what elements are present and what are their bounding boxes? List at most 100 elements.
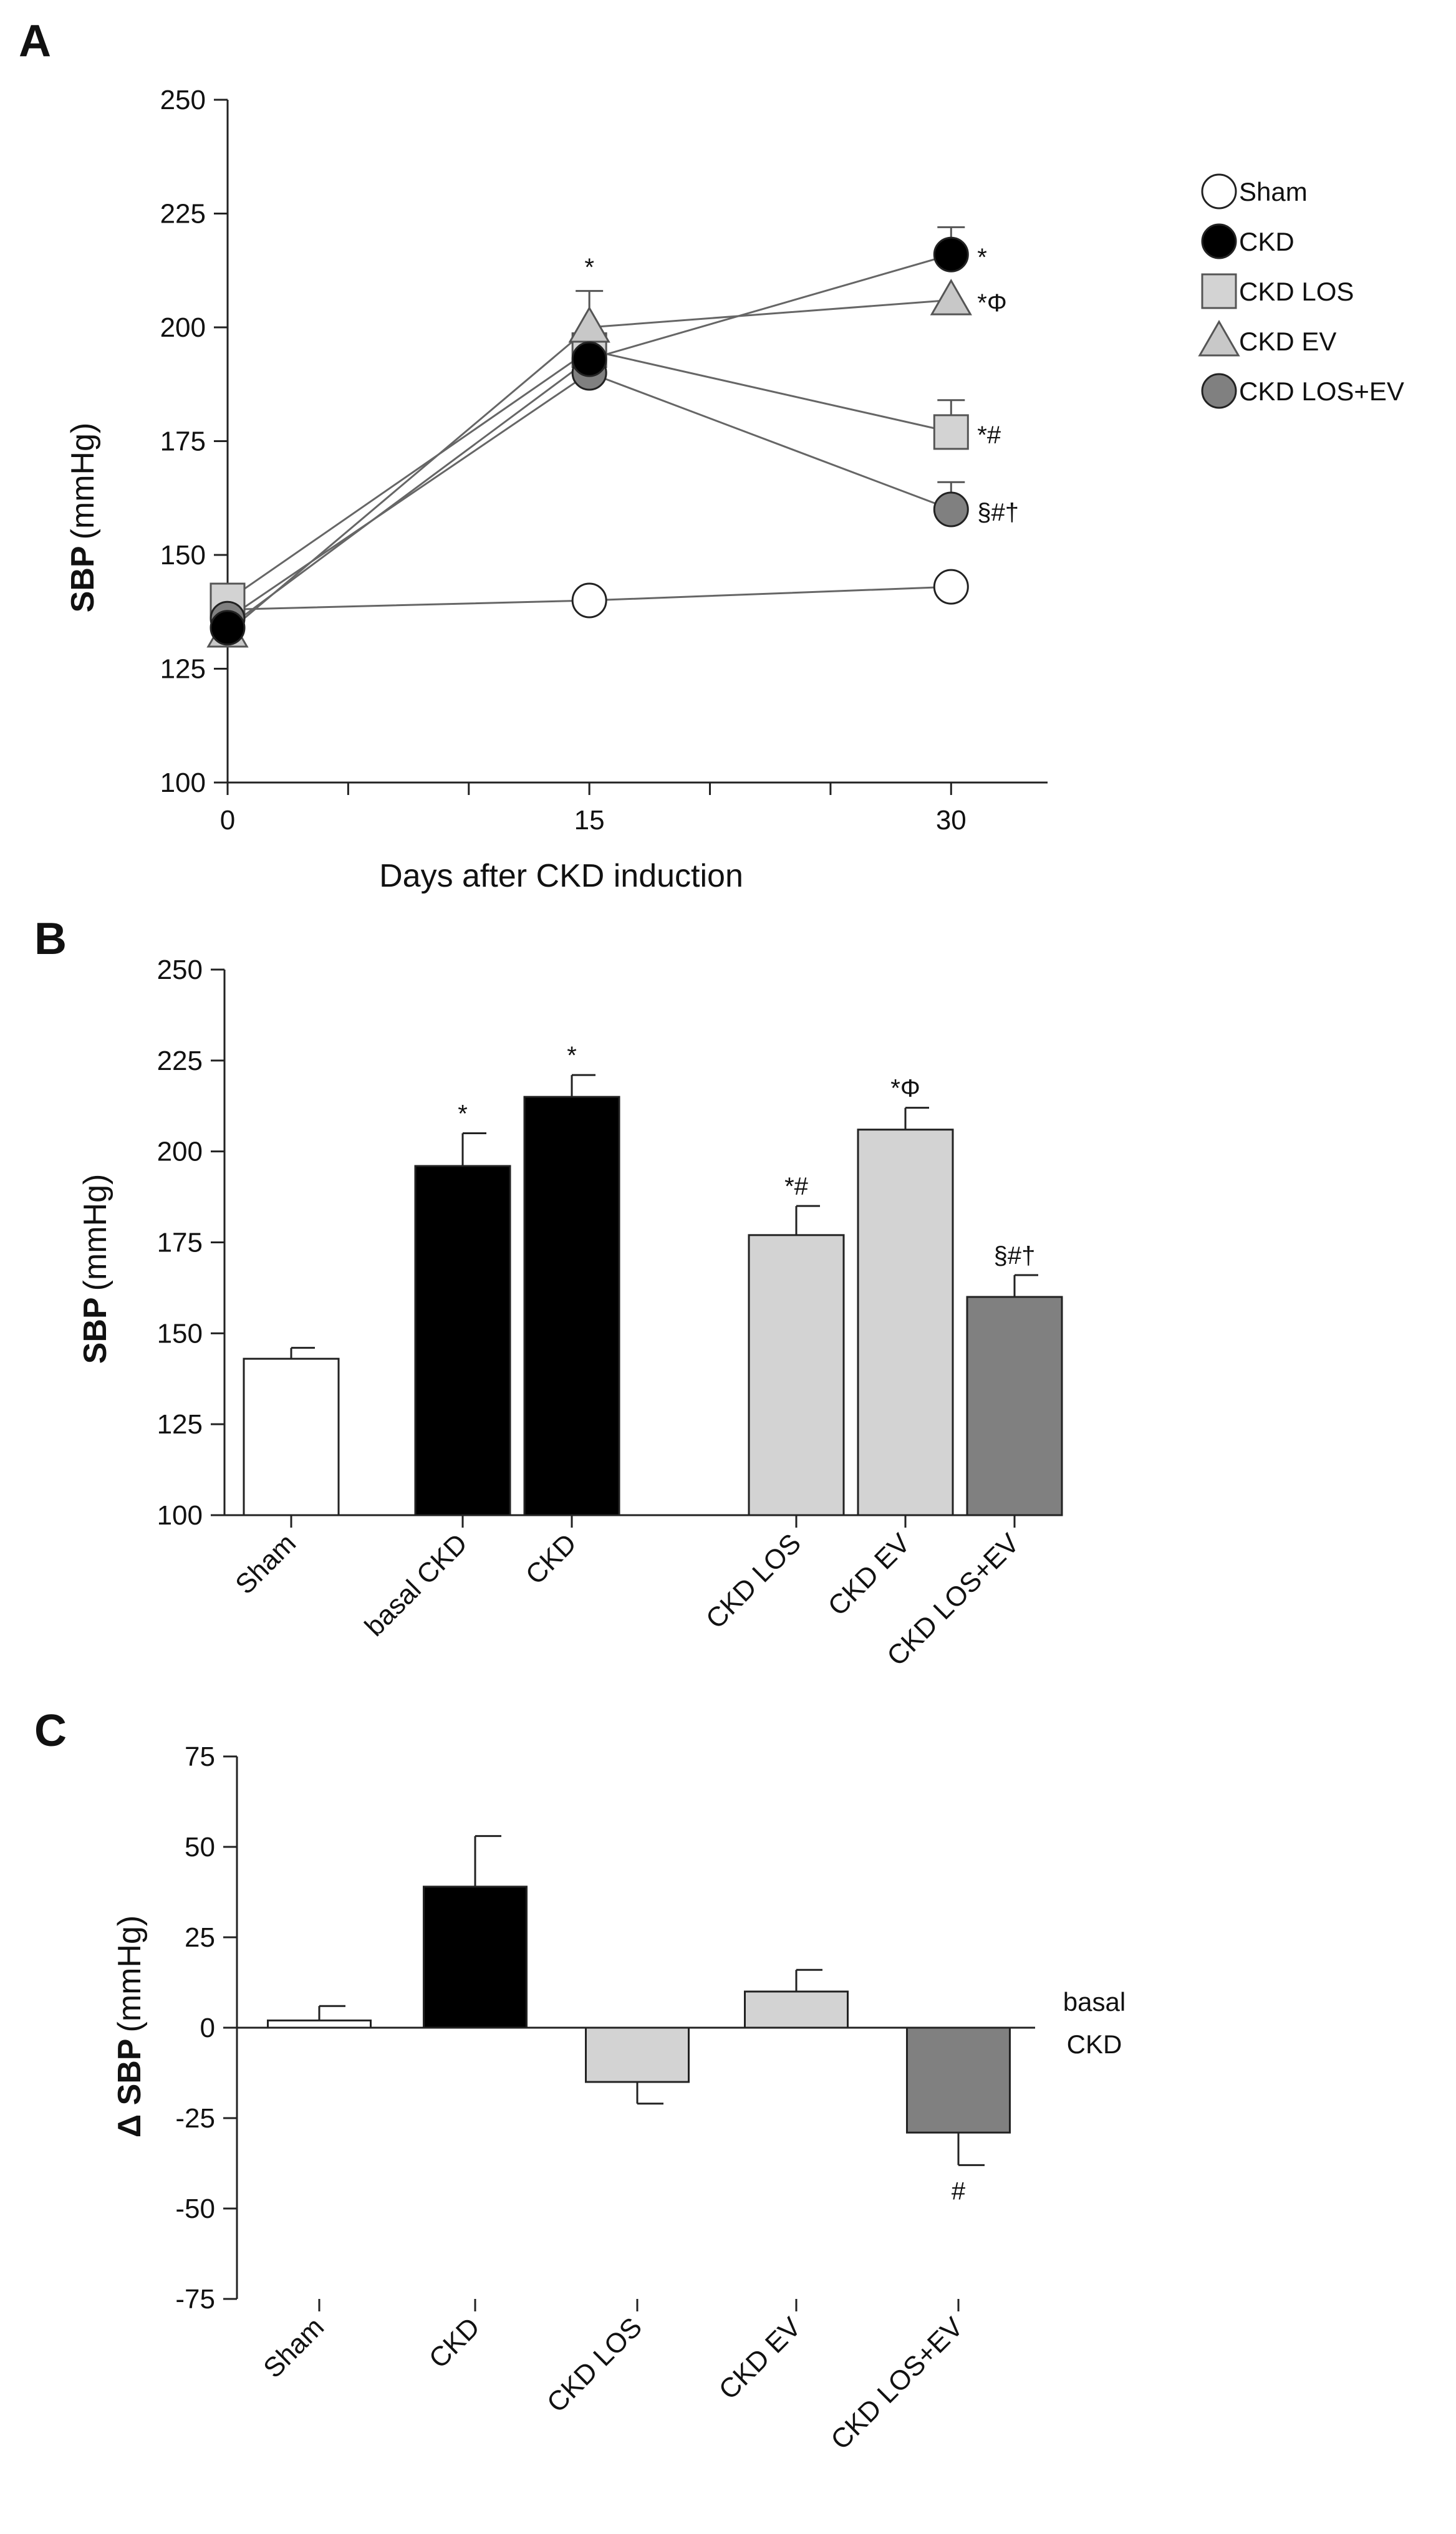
category-label-basal-ckd: basal CKD [359, 1528, 473, 1642]
panel-c-y-tick-label: -50 [175, 2194, 215, 2224]
panel-b-letter: B [34, 914, 67, 964]
panel-b-y-tick-label: 150 [157, 1318, 203, 1349]
panel-a-y-tick-label: 175 [160, 426, 206, 457]
panel-a-x-axis-title: Days after CKD induction [379, 858, 743, 894]
significance-label-ckd-los-ev: §#† [994, 1242, 1036, 1269]
end-label-ckd-los-ev: §#† [977, 499, 1019, 526]
marker-ckd [933, 236, 969, 272]
panel-a: A 100 125 150 175 200 225 250 0 15 30 *# *Φ §#† * * D… [19, 16, 1404, 894]
legend-label-ckd-ev: CKD EV [1239, 327, 1336, 356]
panel-a-y-tick-label: 150 [160, 540, 206, 571]
category-label-ckd-los-ev: CKD LOS+EV [825, 2311, 969, 2455]
legend-label-sham: Sham [1239, 177, 1308, 206]
category-label-ckd: CKD [423, 2311, 486, 2374]
legend-marker-ckd-los [1201, 273, 1237, 309]
legend-label-ckd-los: CKD LOS [1239, 277, 1354, 306]
panel-a-legend: Sham CKD CKD LOS CKD EV CKD LOS+EV [1198, 173, 1404, 409]
legend-marker-ckd-los-ev [1201, 373, 1237, 409]
bar-ckd-los-ev [966, 1296, 1063, 1516]
panel-b: B 100 125 150 175 200 225 250 Sham basal CKD CKD C… [34, 914, 1063, 1672]
panel-a-y-axis-title: SBP (mmHg) [65, 423, 101, 613]
panel-b-y-tick-label: 175 [157, 1228, 203, 1258]
panel-c-y-tick-label: 0 [200, 2013, 215, 2043]
marker-ckd-ev [568, 306, 610, 343]
category-label-ckd-ev: CKD EV [713, 2311, 808, 2406]
bar-sham [267, 2019, 372, 2029]
annotation-asterisk: * [584, 254, 594, 281]
panel-b-y-tick-label: 100 [157, 1500, 203, 1531]
panel-a-y-axis-title-bold: SBP [65, 546, 101, 612]
panel-a-y-tick-label: 125 [160, 654, 206, 685]
panel-c-reference-label: basal CKD [1063, 1987, 1126, 2059]
marker-ckd [210, 610, 246, 646]
panel-b-y-axis-title-unit: (mmHg) [77, 1174, 113, 1291]
category-label-ckd-ev: CKD EV [822, 1528, 917, 1622]
bar-ckd-los [585, 2026, 690, 2083]
panel-a-axes: 100 125 150 175 200 225 250 0 15 30 [160, 85, 1048, 836]
legend-marker-ckd-ev [1198, 319, 1240, 357]
panel-a-x-tick-label: 15 [574, 805, 605, 836]
marker-ckd-los [933, 414, 969, 450]
bar-basal-ckd [414, 1165, 511, 1516]
panel-c-y-tick-label: -75 [175, 2284, 215, 2315]
significance-label-ckd: * [567, 1042, 577, 1069]
end-label-ckd: * [977, 244, 987, 271]
panel-a-y-axis-title-unit: (mmHg) [65, 423, 101, 540]
panel-a-y-tick-label: 100 [160, 768, 206, 798]
panel-a-y-tick-label: 225 [160, 199, 206, 229]
bar-ckd [423, 1886, 528, 2029]
panel-b-y-tick-label: 200 [157, 1137, 203, 1167]
category-label-ckd-los: CKD LOS [541, 2311, 648, 2418]
panel-a-y-tick-label: 200 [160, 312, 206, 343]
marker-ckd-los-ev [933, 491, 969, 528]
panel-b-bars: * * *# *Φ §#† [243, 1042, 1063, 1516]
category-label-ckd-los: CKD LOS [700, 1528, 807, 1634]
marker-ckd-ev [930, 279, 972, 316]
bar-ckd [523, 1096, 620, 1516]
panel-c-y-tick-label: 50 [185, 1832, 215, 1862]
marker-sham [933, 569, 969, 605]
category-label-ckd: CKD [520, 1528, 582, 1590]
panel-c-reference-label-line2: CKD [1067, 2030, 1122, 2059]
panel-c-y-tick-label: 25 [185, 1922, 215, 1953]
bar-ckd-los [748, 1234, 845, 1516]
legend-label-ckd: CKD [1239, 227, 1294, 256]
bar-sham [243, 1357, 340, 1516]
marker-sham [571, 582, 607, 619]
legend-marker-sham [1201, 173, 1237, 210]
panel-a-x-tick-label: 30 [936, 805, 967, 836]
bar-ckd-los-ev [906, 2026, 1011, 2134]
bar-ckd-ev [857, 1129, 954, 1516]
panel-a-x-tick-label: 0 [220, 805, 235, 836]
panel-c-y-axis-title-bold: Δ SBP [112, 2039, 148, 2138]
panel-b-y-axis-title-bold: SBP [77, 1297, 113, 1364]
panel-a-labels: *# *Φ §#† * * [584, 244, 1019, 526]
significance-label-ckd-los-ev: # [952, 2177, 966, 2205]
legend-marker-ckd [1201, 223, 1237, 259]
panel-a-y-tick-label: 250 [160, 85, 206, 115]
panel-c-reference-label-line1: basal [1063, 1987, 1126, 2016]
panel-b-y-axis-title: SBP (mmHg) [77, 1174, 113, 1364]
panel-c-bars: # [267, 1835, 1011, 2205]
legend-label-ckd-los-ev: CKD LOS+EV [1239, 377, 1404, 406]
significance-label-basal-ckd: * [458, 1101, 468, 1128]
panel-b-y-tick-label: 125 [157, 1409, 203, 1440]
panel-c-y-axis-title: Δ SBP (mmHg) [112, 1915, 148, 2138]
panel-b-y-tick-label: 225 [157, 1046, 203, 1076]
end-label-ckd-los: *# [977, 422, 1001, 449]
category-label-sham: Sham [229, 1528, 302, 1600]
panel-b-y-tick-label: 250 [157, 955, 203, 985]
series-line-ckd-los-ev [227, 372, 952, 620]
bar-ckd-ev [744, 1990, 849, 2029]
significance-label-ckd-ev: *Φ [890, 1075, 920, 1102]
panel-c-letter: C [34, 1706, 67, 1756]
panel-a-markers [206, 226, 972, 648]
end-label-ckd-ev: *Φ [977, 289, 1006, 317]
panel-c-y-tick-label: 75 [185, 1742, 215, 1772]
marker-ckd [571, 341, 607, 377]
panel-c-y-axis-title-unit: (mmHg) [112, 1915, 148, 2033]
panel-a-letter: A [19, 16, 51, 66]
category-label-sham: Sham [258, 2311, 330, 2384]
